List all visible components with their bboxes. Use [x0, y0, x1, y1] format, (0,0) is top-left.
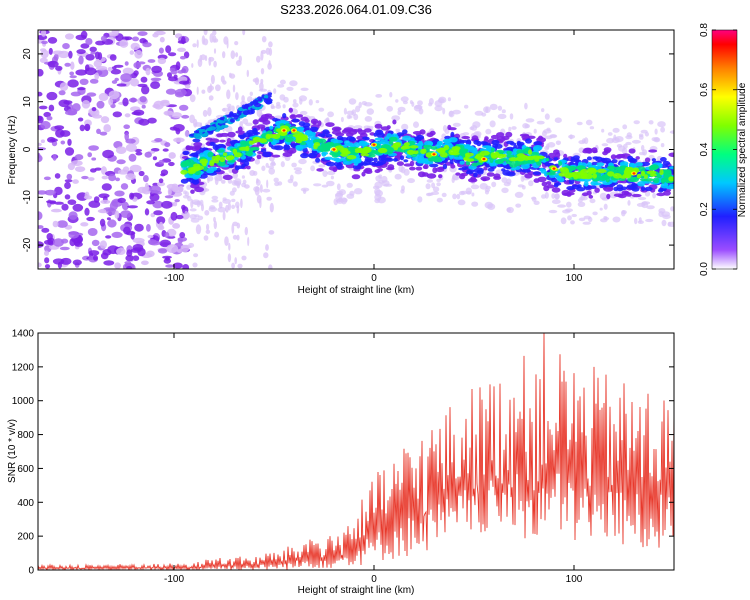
snr-x-tick-label: 100 [566, 574, 583, 585]
spectrogram-x-tick-label: -100 [164, 273, 184, 284]
snr-y-tick-label: 600 [17, 464, 34, 475]
colorbar [711, 29, 738, 270]
colorbar-tick-label: 0.8 [699, 23, 710, 37]
snr-y-tick-label: 200 [17, 532, 34, 543]
snr-plot-area [38, 333, 674, 570]
chart-title: S233.2026.064.01.09.C36 [280, 2, 432, 17]
snr-x-tick-label: -100 [164, 574, 184, 585]
snr-y-tick-label: 1200 [12, 362, 35, 373]
colorbar-tick-label: 0.2 [699, 202, 710, 216]
snr-y-tick-label: 0 [28, 566, 34, 577]
spectrogram-y-tick-label: -20 [22, 237, 33, 252]
snr-y-tick-label: 400 [17, 498, 34, 509]
snr-y-axis-label: SNR (10 * v/v) [7, 419, 18, 483]
spectrogram-area [38, 30, 674, 269]
colorbar-tick-label: 0.4 [699, 142, 710, 156]
snr-x-axis-label: Height of straight line (km) [298, 585, 415, 596]
colorbar-ticks: 0.0 0.2 0.4 0.6 0.8 [699, 23, 737, 276]
spectrogram-y-tick-label: -10 [22, 190, 33, 205]
snr-frame [37, 332, 675, 571]
snr-y-tick-label: 1400 [12, 329, 35, 340]
spectrogram-y-tick-label: 20 [22, 48, 33, 60]
colorbar-tick-label: 0.0 [699, 262, 710, 276]
spectrogram-y-tick-label: 0 [22, 146, 33, 152]
snr-y-tick-label: 800 [17, 430, 34, 441]
snr-y-tick-label: 1000 [12, 396, 35, 407]
snr-series-line [38, 333, 674, 570]
spectrogram-x-tick-label: 0 [371, 273, 377, 284]
snr-x-tick-label: 0 [371, 574, 377, 585]
colorbar-label: Normalized spectral amplitude [737, 82, 748, 217]
spectrogram-x-tick-label: 100 [566, 273, 583, 284]
spectrogram-y-tick-label: 10 [22, 96, 33, 108]
spectrogram-x-axis-label: Height of straight line (km) [298, 285, 415, 296]
colorbar-tick-label: 0.6 [699, 82, 710, 96]
spectrogram-y-axis-label: Frequency (Hz) [7, 116, 18, 185]
